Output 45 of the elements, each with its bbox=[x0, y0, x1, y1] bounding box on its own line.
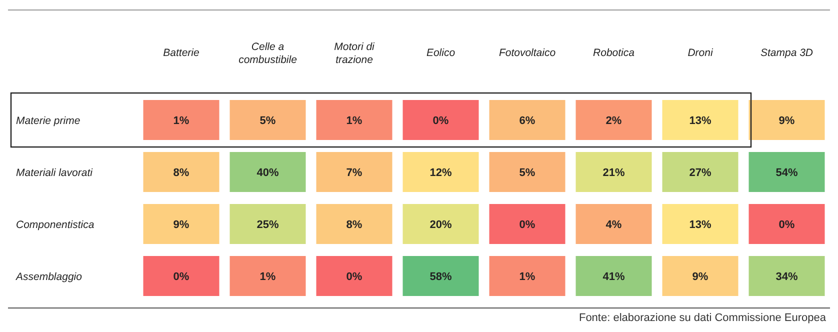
data-label: 9% bbox=[173, 219, 190, 231]
data-label: 0% bbox=[173, 271, 190, 283]
data-label: 21% bbox=[602, 167, 625, 179]
data-label: 0% bbox=[778, 219, 795, 231]
data-label: 1% bbox=[173, 115, 190, 127]
data-label: 25% bbox=[256, 219, 279, 231]
data-label: 1% bbox=[346, 115, 362, 127]
x-tick-label: Eolico bbox=[426, 47, 456, 59]
y-tick-label: Assemblaggio bbox=[15, 271, 82, 283]
y-tick-label: Materie prime bbox=[16, 115, 80, 127]
data-label: 9% bbox=[692, 271, 708, 283]
x-tick-label: Celle a combustibile bbox=[238, 41, 298, 66]
x-tick-label: Fotovoltaico bbox=[498, 47, 556, 59]
data-label: 1% bbox=[260, 271, 276, 283]
data-label: 40% bbox=[256, 167, 279, 179]
data-label: 5% bbox=[519, 167, 536, 179]
data-label: 7% bbox=[346, 167, 362, 179]
data-label: 0% bbox=[432, 115, 449, 127]
data-label: 54% bbox=[776, 167, 798, 179]
data-label: 27% bbox=[689, 167, 712, 179]
data-label: 13% bbox=[689, 115, 712, 127]
data-label: 12% bbox=[430, 167, 452, 179]
data-label: 6% bbox=[519, 115, 536, 127]
data-label: 58% bbox=[430, 271, 452, 283]
data-label: 1% bbox=[519, 271, 536, 283]
data-label: 4% bbox=[606, 219, 622, 231]
source-note: Fonte: elaborazione su dati Commissione Europea bbox=[578, 312, 827, 324]
x-tick-label: Motori di trazione bbox=[334, 41, 376, 66]
data-label: 9% bbox=[778, 115, 795, 127]
data-label: 41% bbox=[602, 271, 625, 283]
data-label: 5% bbox=[260, 115, 276, 127]
y-tick-label: Componentistica bbox=[16, 219, 94, 231]
x-tick-label: Robotica bbox=[593, 47, 635, 59]
data-label: 0% bbox=[519, 219, 536, 231]
x-tick-label: Batterie bbox=[163, 47, 200, 59]
y-tick-label: Materiali lavorati bbox=[16, 167, 94, 179]
data-label: 34% bbox=[776, 271, 798, 283]
data-label: 20% bbox=[430, 219, 452, 231]
data-label: 13% bbox=[689, 219, 712, 231]
data-label: 0% bbox=[346, 271, 362, 283]
data-label: 8% bbox=[173, 167, 190, 179]
data-label: 8% bbox=[346, 219, 362, 231]
x-tick-label: Stampa 3D bbox=[760, 47, 814, 59]
x-tick-label: Droni bbox=[688, 47, 714, 59]
data-label: 2% bbox=[606, 115, 622, 127]
